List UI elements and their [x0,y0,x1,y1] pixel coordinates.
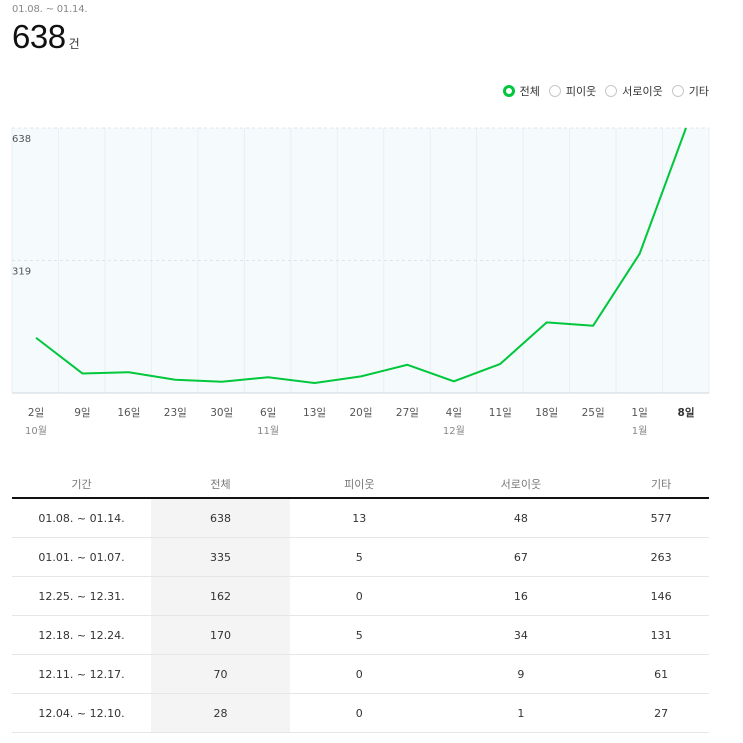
cell-period: 12.25. ~ 12.31. [12,576,151,616]
x-tick-label: 13일 [303,406,326,419]
column-header-total: 전체 [151,470,290,499]
cell-mutual: 16 [428,576,614,616]
filter-neighbor[interactable]: 피이웃 [548,83,597,99]
column-header-mutual: 서로이웃 [428,470,614,499]
table-row: 01.01. ~ 01.07. 335 5 67 263 [12,537,709,577]
cell-mutual: 67 [428,537,614,577]
cell-mutual: 34 [428,615,614,655]
column-header-neighbor: 피이웃 [290,470,429,499]
cell-other: 577 [613,498,709,538]
x-tick-label: 8일 [678,406,695,419]
filter-label: 서로이웃 [622,85,663,98]
cell-period: 12.11. ~ 12.17. [12,654,151,694]
x-tick-label: 27일 [396,406,419,419]
x-tick-label: 30일 [210,406,233,419]
filter-label: 전체 [519,85,540,98]
x-month-label: 11월 [257,425,279,437]
x-month-label: 10월 [25,425,47,437]
cell-mutual: 9 [428,654,614,694]
cell-total: 162 [151,576,290,616]
filter-all[interactable]: 전체 [502,83,540,99]
total-count: 638 건 [12,19,87,55]
radio-icon[interactable] [502,85,515,97]
filter-other[interactable]: 기타 [671,83,709,99]
filter-label: 피이웃 [565,85,597,98]
cell-total: 28 [151,693,290,733]
summary-header: 01.08. ~ 01.14. 638 건 [12,4,88,55]
line-chart: 638 319 2일 10월 9일 16일 23일 30일 6일 11월 13일 20일 27일 4일 12… [11,127,710,437]
x-tick-label: 18일 [535,406,558,419]
filter-label: 기타 [688,85,709,98]
cell-period: 01.01. ~ 01.07. [12,537,151,577]
y-tick-label: 638 [12,134,31,145]
table-row: 12.25. ~ 12.31. 162 0 16 146 [12,576,709,616]
cell-period: 12.04. ~ 12.10. [12,693,151,733]
radio-icon[interactable] [548,85,561,97]
total-number: 638 [12,18,66,55]
cell-neighbor: 13 [290,498,429,538]
cell-other: 146 [613,576,709,616]
radio-icon[interactable] [605,85,618,97]
cell-total: 335 [151,537,290,577]
table-row: 12.04. ~ 12.10. 28 0 1 27 [12,693,709,733]
cell-neighbor: 5 [290,615,429,655]
cell-other: 61 [613,654,709,694]
cell-other: 131 [613,615,709,655]
x-tick-label: 23일 [164,406,187,419]
x-tick-label: 2일 [28,406,44,419]
cell-neighbor: 5 [290,537,429,577]
table-row: 01.08. ~ 01.14. 638 13 48 577 [12,498,709,538]
x-tick-label: 20일 [349,406,372,419]
x-tick-label: 9일 [74,406,90,419]
stats-table: 기간 전체 피이웃 서로이웃 기타 01.08. ~ 01.14. 638 13… [12,470,709,733]
table-row: 12.18. ~ 12.24. 170 5 34 131 [12,615,709,655]
x-tick-label: 1일 [631,406,647,419]
period-label: 01.08. ~ 01.14. [12,4,88,15]
cell-mutual: 48 [428,498,614,538]
column-header-period: 기간 [12,470,151,499]
cell-total: 638 [151,498,290,538]
cell-total: 170 [151,615,290,655]
series-filter: 전체 피이웃 서로이웃 기타 [494,83,709,99]
x-month-label: 12월 [443,425,465,437]
x-tick-label: 11일 [489,406,512,419]
cell-other: 27 [613,693,709,733]
table-header-row: 기간 전체 피이웃 서로이웃 기타 [12,470,709,499]
series-line [35,127,687,385]
column-header-other: 기타 [613,470,709,499]
x-tick-label: 25일 [582,406,605,419]
table-row: 12.11. ~ 12.17. 70 0 9 61 [12,654,709,694]
cell-period: 01.08. ~ 01.14. [12,498,151,538]
x-tick-label: 4일 [446,406,462,419]
x-tick-label: 6일 [260,406,276,419]
cell-neighbor: 0 [290,576,429,616]
cell-other: 263 [613,537,709,577]
total-unit: 건 [68,37,80,51]
y-tick-label: 319 [12,267,31,278]
x-month-label: 1월 [632,425,648,437]
cell-total: 70 [151,654,290,694]
radio-icon[interactable] [671,85,684,97]
cell-neighbor: 0 [290,654,429,694]
x-tick-label: 16일 [117,406,140,419]
filter-mutual-neighbor[interactable]: 서로이웃 [605,83,663,99]
cell-mutual: 1 [428,693,614,733]
cell-neighbor: 0 [290,693,429,733]
cell-period: 12.18. ~ 12.24. [12,615,151,655]
